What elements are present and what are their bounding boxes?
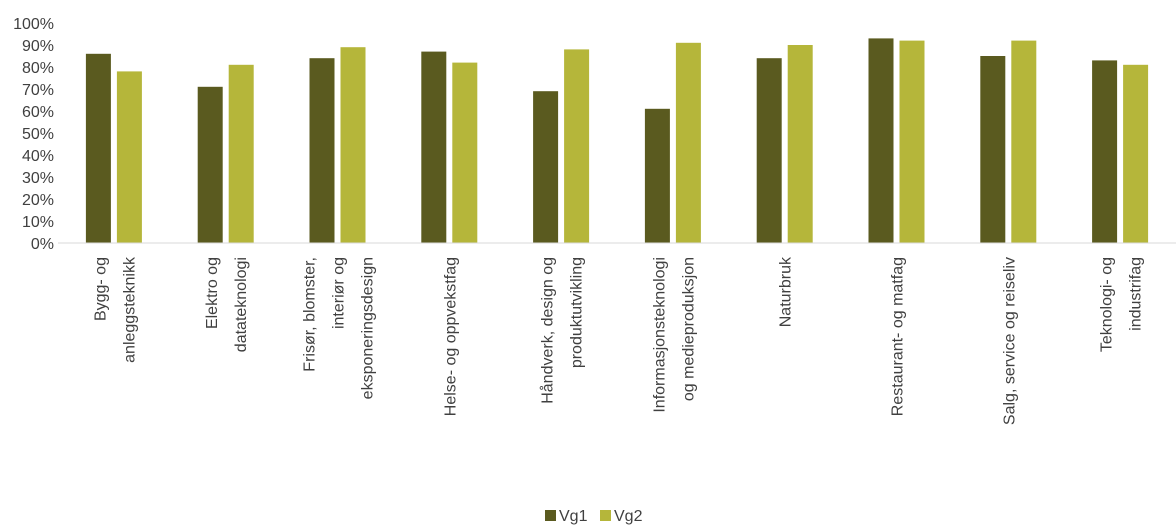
x-category-label: anleggsteknikk (121, 256, 138, 363)
y-tick-label: 60% (22, 104, 54, 121)
y-axis: 0% 10% 20% 30% 40% 50% 60% 70% 80% 90% 100% (13, 16, 54, 253)
x-category-label: Frisør, blomster, (302, 257, 319, 372)
bar-vg1 (756, 58, 782, 244)
y-tick-label: 30% (22, 170, 54, 187)
bar-vg1 (980, 56, 1006, 243)
x-category-label: interiør og (331, 257, 348, 329)
x-category-label: produktutvikling (569, 257, 586, 368)
y-tick-label: 90% (22, 38, 54, 55)
x-category-label: Informasjonsteknologi (651, 257, 668, 413)
bar-vg2 (452, 62, 478, 243)
y-tick-label: 70% (22, 82, 54, 99)
legend-swatch (545, 510, 556, 521)
bar-vg1 (1092, 60, 1118, 244)
bar-vg2 (1123, 64, 1149, 243)
x-category-label: Naturbruk (778, 256, 795, 327)
y-tick-label: 0% (31, 236, 54, 253)
bar-vg2 (340, 47, 366, 244)
bar-vg2 (228, 64, 254, 243)
x-category-label: Teknologi- og (1099, 257, 1116, 352)
category-labels: Bygg- og anleggsteknikk Elektro og datatekn… (92, 256, 1144, 425)
bar-vg1 (533, 91, 559, 243)
legend-swatch (600, 510, 611, 521)
y-tick-label: 50% (22, 126, 54, 143)
y-tick-label: 40% (22, 148, 54, 165)
bar-vg2 (675, 42, 701, 243)
bar-vg2 (116, 71, 142, 244)
bar-vg1 (197, 86, 223, 243)
x-category-label: og medieproduksjon (680, 257, 697, 401)
legend-label: Vg2 (614, 508, 643, 525)
bar-vg2 (787, 45, 813, 243)
bar-vg2 (899, 40, 925, 243)
bar-vg2 (1011, 40, 1037, 243)
x-category-label: Restaurant- og matfag (890, 257, 907, 416)
x-category-label: Bygg- og (92, 257, 109, 321)
x-category-label: eksponeringsdesign (360, 257, 377, 399)
bar-vg2 (564, 49, 590, 244)
y-tick-label: 20% (22, 192, 54, 209)
x-category-label: Elektro og (204, 257, 221, 329)
x-category-label: industrifag (1128, 257, 1145, 331)
bars (85, 38, 1149, 244)
bar-vg1 (868, 38, 894, 244)
y-tick-label: 10% (22, 214, 54, 231)
x-category-label: Helse- og oppvekstfag (442, 257, 459, 416)
bar-vg1 (85, 53, 111, 243)
y-tick-label: 80% (22, 60, 54, 77)
legend: Vg1 Vg2 (545, 508, 643, 525)
bar-vg1 (644, 108, 670, 243)
y-tick-label: 100% (13, 16, 54, 33)
bar-vg1 (421, 51, 447, 243)
x-category-label: Håndverk, design og (539, 257, 557, 404)
x-category-label: datateknologi (233, 257, 250, 352)
bar-vg1 (309, 58, 335, 244)
x-category-label: Salg, service og reiseliv (1001, 257, 1018, 425)
legend-label: Vg1 (559, 508, 588, 525)
